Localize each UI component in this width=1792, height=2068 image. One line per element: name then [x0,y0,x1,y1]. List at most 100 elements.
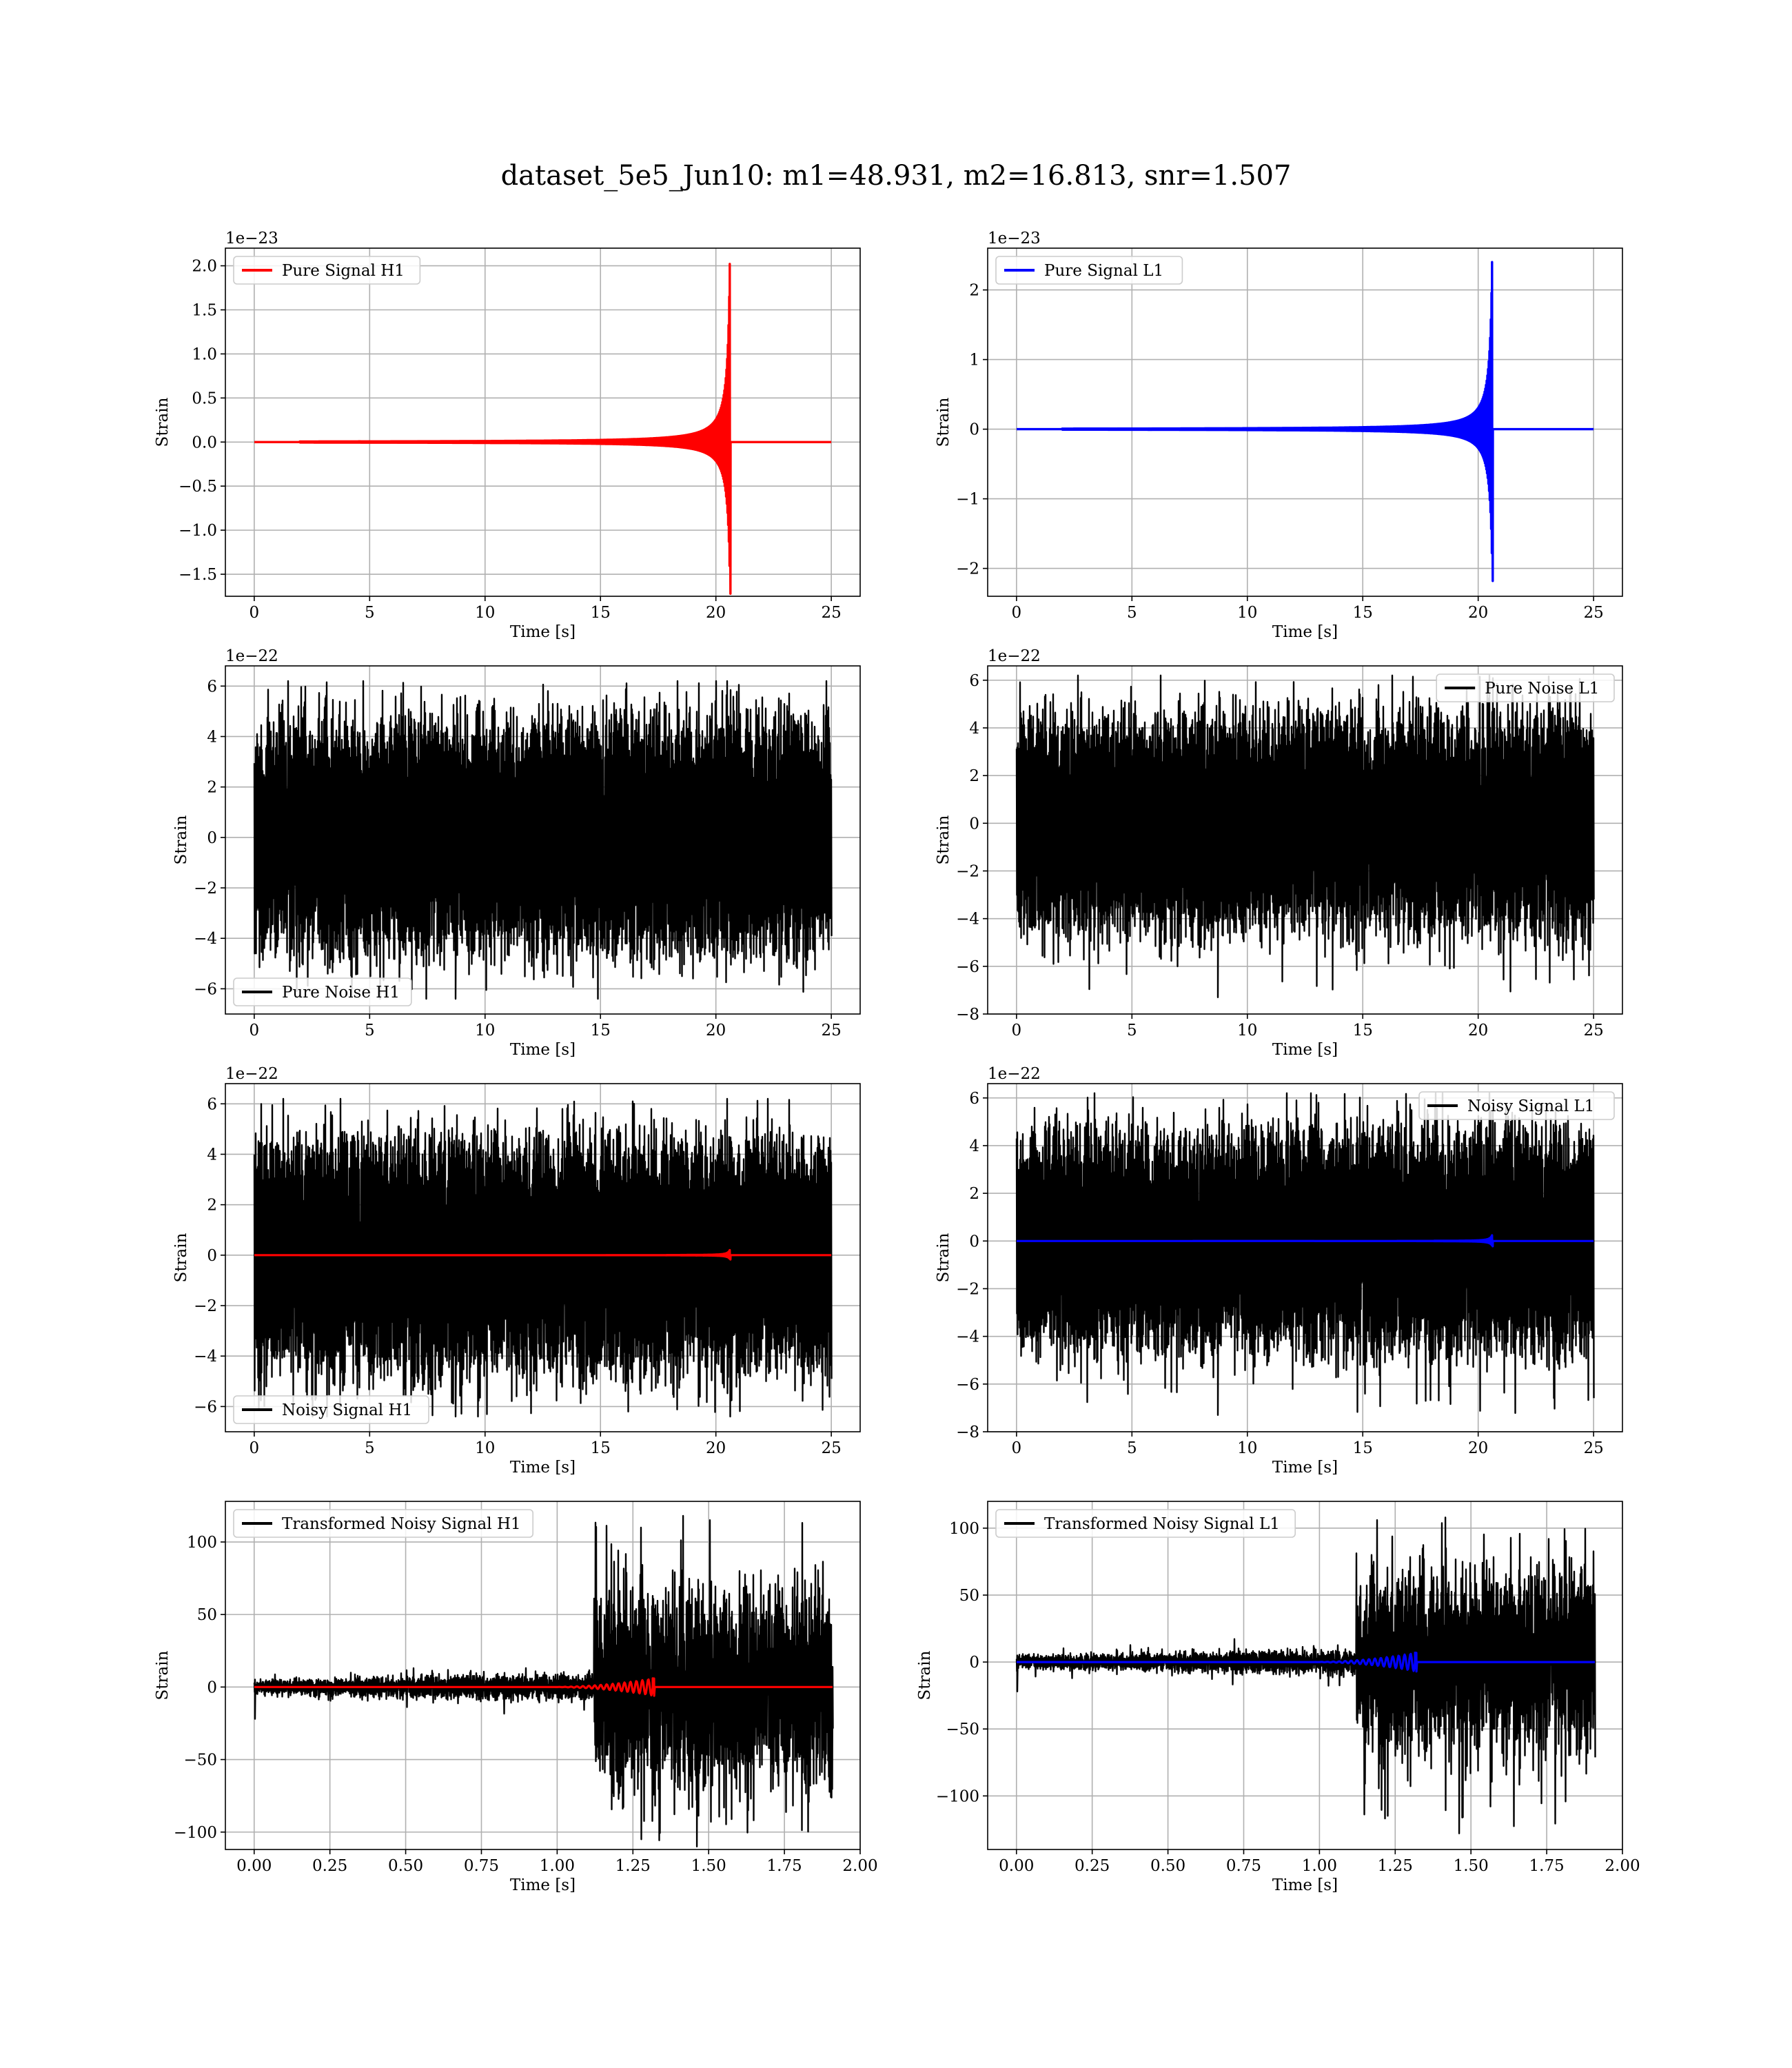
y-tick-label: 0 [969,1654,979,1672]
y-axis-label: Strain [935,815,953,864]
axes-frame [225,1501,861,1850]
x-axis-label: Time [s] [510,1459,576,1477]
series-group [1015,674,1595,998]
x-axis-label: Time [s] [510,623,576,641]
x-tick-label: 20 [1468,604,1488,622]
x-tick-label: 15 [591,604,611,622]
x-tick-label: 0.25 [1075,1857,1110,1875]
y-tick-label: 100 [949,1520,979,1538]
y-axis-label: Strain [935,397,953,447]
x-tick-label: 0.25 [312,1857,347,1875]
x-tick-label: 5 [365,1022,375,1040]
x-tick-label: 0 [1012,1022,1022,1040]
y-tick-label: 2.0 [192,258,217,276]
legend-box [1418,1091,1615,1120]
x-axis-label: Time [s] [1272,1041,1338,1059]
y-axis-label: Strain [172,1233,190,1282]
y-tick-label: 2 [207,1197,217,1215]
y-tick-label: −4 [956,911,979,929]
subplot-pure-signal-l1: 0 5 10 15 20 25 −2 −1 0 1 2 Time [s] Strain 1e−23Pure… [935,230,1623,641]
legend-box [995,256,1183,285]
series-line-noisy-signal-h1 [253,1097,833,1418]
x-tick-label: 1.25 [615,1857,651,1875]
y-axis-label: Strain [154,397,172,447]
legend-label: Transformed Noisy Signal L1 [1044,1515,1280,1533]
x-tick-label: 1.00 [1302,1857,1337,1875]
legend-label: Pure Noise H1 [282,984,400,1002]
x-tick-label: 0.00 [236,1857,272,1875]
x-axis-label: Time [s] [510,1041,576,1059]
y-tick-label: −2 [194,880,217,898]
x-tick-label: 1.25 [1378,1857,1413,1875]
figure-suptitle: dataset_5e5_Jun10: m1=48.931, m2=16.813,… [501,160,1292,192]
y-tick-label: 6 [969,672,979,690]
x-tick-label: 0 [250,1439,260,1457]
y-axis-label: Strain [154,1650,172,1700]
y-tick-label: 0.0 [192,434,217,452]
legend: Transformed Noisy Signal H1 [233,1509,534,1538]
y-tick-label: −100 [174,1824,217,1842]
subplot-transformed-noisy-signal-h1: 0.00 0.25 0.50 0.75 1.00 1.25 1.50 1.75 2.00 −100… [154,1501,878,1894]
y-tick-label: 2 [207,779,217,797]
y-tick-label: −50 [183,1752,217,1770]
x-tick-label: 10 [1237,1439,1257,1457]
x-tick-label: 0 [250,604,260,622]
y-tick-label: 6 [207,1095,217,1113]
x-tick-label: 15 [591,1022,611,1040]
legend-label: Noisy Signal L1 [1467,1097,1594,1115]
series-group [253,1097,833,1418]
x-tick-label: 25 [821,604,841,622]
series-line-transformed-noisy-signal-l1 [1015,1517,1596,1834]
x-tick-label: 15 [1353,1022,1373,1040]
y-tick-label: 4 [969,720,979,738]
legend-box [1436,673,1615,702]
y-tick-label: 4 [207,728,217,746]
y-tick-label: 0 [969,1233,979,1250]
x-tick-label: 25 [821,1439,841,1457]
y-tick-label: 6 [969,1090,979,1108]
legend: Pure Signal H1 [233,256,421,285]
axes-root: 0 5 10 15 20 25−1.5−1.0−0.50.00.51.01.52.0Tim… [154,230,1640,1894]
series-group [1016,261,1595,582]
legend: Pure Noise L1 [1436,673,1615,702]
x-tick-label: 1.00 [540,1857,575,1875]
legend: Noisy Signal L1 [1418,1091,1615,1120]
series-line-pure-noise-l1 [1015,674,1595,998]
series-line-transformed-noisy-signal-h1 [253,1514,834,1847]
y-tick-label: 0 [207,1247,217,1265]
y-tick-label: −1 [956,491,979,509]
subplot-transformed-noisy-signal-l1: 0.00 0.25 0.50 0.75 1.00 1.25 1.50 1.75 2.00 −100… [916,1501,1640,1894]
axes-frame [987,1083,1623,1432]
legend: Pure Signal L1 [995,256,1183,285]
x-tick-label: 2.00 [1605,1857,1640,1875]
subplot-noisy-signal-l1: 0 5 10 15 20 25 −8 −6 −4 −2 0 2 4 6 Time [s] Strain 1e−2… [935,1065,1623,1477]
subplot-pure-noise-l1: 0 5 10 15 20 25 −8 −6 −4 −2 0 2 4 6 Time [s] Strain 1e−2… [935,647,1623,1059]
x-tick-label: 5 [1127,604,1137,622]
x-tick-label: 15 [1353,1439,1373,1457]
x-tick-label: 20 [1468,1439,1488,1457]
subplot-pure-signal-h1: 0 5 10 15 20 25 −1.5 −1.0 −0.5 0.0 0.5 1.0 1.5 2.0 Tim… [154,230,861,641]
y-tick-label: −100 [936,1787,979,1805]
y-tick-label: 50 [197,1606,217,1624]
y-tick-label: −4 [194,1348,217,1366]
x-tick-label: 10 [1237,604,1257,622]
subplot-noisy-signal-h1: 0 5 10 15 20 25 −6 −4 −2 0 2 4 6 Time [s] Strain 1e−22 N… [172,1065,861,1477]
y-tick-label: 100 [187,1534,217,1552]
legend-box [233,1395,429,1424]
y-tick-label: 2 [969,282,979,300]
y-tick-label: −6 [194,1398,217,1416]
axes-frame [225,665,861,1015]
y-tick-label: −6 [956,1376,979,1394]
y-tick-label: 4 [207,1146,217,1164]
legend-label: Pure Noise L1 [1485,680,1599,698]
legend: Noisy Signal H1 [233,1395,429,1424]
x-tick-label: 0.75 [464,1857,499,1875]
x-tick-label: 1.75 [1529,1857,1564,1875]
series-group [1015,1092,1595,1416]
y-axis-label: Strain [916,1650,934,1700]
x-tick-label: 20 [706,604,726,622]
y-tick-label: 6 [207,678,217,696]
y-tick-label: 0 [207,829,217,847]
y-tick-label: 0 [969,815,979,833]
x-tick-label: 1.50 [1454,1857,1489,1875]
